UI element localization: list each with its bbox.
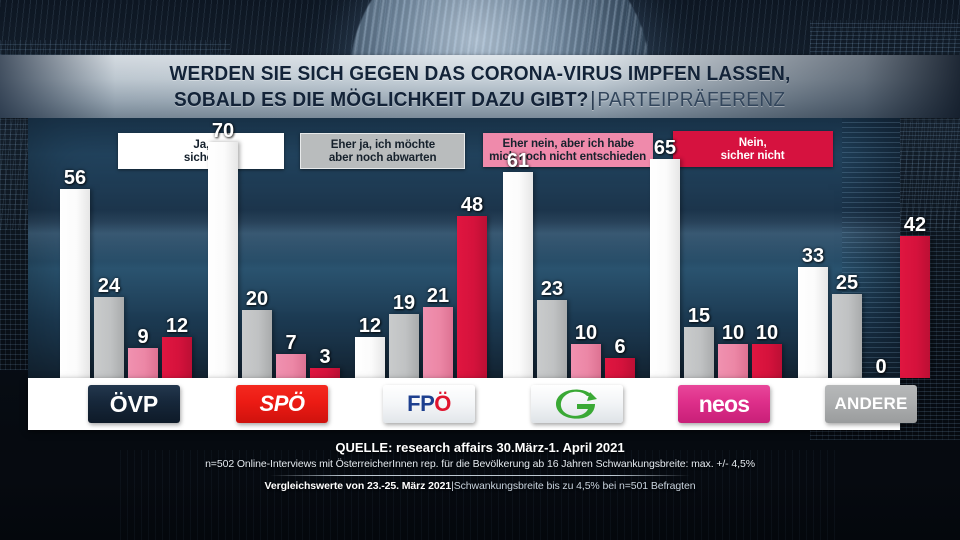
bar-value-label: 3 bbox=[319, 345, 331, 368]
bar-spö-s1: 70 bbox=[208, 121, 238, 378]
party-logo-label: ANDERE bbox=[834, 394, 908, 413]
page-title-line2: SOBALD ES DIE MÖGLICHKEIT DAZU GIBT? bbox=[174, 87, 589, 111]
bar-spö-s4: 3 bbox=[310, 347, 340, 378]
bar-value-label: 33 bbox=[801, 244, 825, 267]
bar-value-label: 56 bbox=[63, 166, 87, 189]
bar-fpö-s4: 48 bbox=[457, 195, 487, 378]
bar-value-label: 10 bbox=[721, 322, 745, 345]
bar-plot-area: 56 24 9 12 70 20 7 3 12 19 21 48 61 23 10 6 65 15 10 10 33 25… bbox=[28, 118, 930, 378]
background-bottom-texture bbox=[120, 450, 840, 540]
bar-spö-s3: 7 bbox=[276, 333, 306, 378]
bar-neos-s3: 10 bbox=[718, 323, 748, 378]
bar-value-label: 12 bbox=[358, 315, 382, 338]
bar-andere-s2: 25 bbox=[832, 273, 862, 378]
bar-grüne-s1: 61 bbox=[503, 151, 533, 378]
footer-comparison-tail: Schwankungsbreite bis zu 4,5% bei n=501 … bbox=[453, 480, 696, 492]
legend-label-line1: Eher ja, ich möchte bbox=[330, 136, 435, 151]
bar-value-label: 15 bbox=[687, 305, 711, 328]
bar-value-label: 21 bbox=[426, 285, 450, 308]
bar-övp-s3: 9 bbox=[128, 327, 158, 378]
footer-method: n=502 Online-Interviews mit Österreicher… bbox=[205, 458, 755, 470]
bar-value-label: 6 bbox=[614, 335, 626, 358]
bar-group-neos: 65 15 10 10 bbox=[650, 138, 782, 378]
footer-comparison: Vergleichswerte von 23.-25. März 2021|Sc… bbox=[0, 480, 960, 492]
legend-label-line1: Nein, bbox=[739, 134, 767, 149]
party-logo-oevp[interactable]: ÖVP bbox=[88, 385, 180, 423]
bar-fpö-s3: 21 bbox=[423, 286, 453, 378]
legend-item-nein-sicher-nicht: Nein, sicher nicht bbox=[673, 131, 833, 167]
bar-value-label: 48 bbox=[460, 193, 484, 216]
bar-övp-s2: 24 bbox=[94, 276, 124, 378]
party-logo-label: ÖVP bbox=[109, 390, 159, 417]
party-logo-band: ÖVP SPÖ FPÖ neos ANDERE bbox=[28, 378, 917, 430]
party-logo-gruene[interactable] bbox=[531, 385, 623, 423]
bar-andere-s1: 33 bbox=[798, 246, 828, 378]
bar-grüne-s2: 23 bbox=[537, 279, 567, 378]
bar-grüne-s3: 10 bbox=[571, 323, 601, 378]
footer-comparison-separator: | bbox=[451, 480, 454, 492]
page-title-line2-row: SOBALD ES DIE MÖGLICHKEIT DAZU GIBT? | PAR… bbox=[174, 88, 785, 112]
bar-fpö-s2: 19 bbox=[389, 293, 419, 378]
bar-value-label: 25 bbox=[835, 271, 859, 294]
bar-neos-s2: 15 bbox=[684, 306, 714, 378]
bar-value-label: 23 bbox=[540, 278, 564, 301]
bar-spö-s2: 20 bbox=[242, 289, 272, 378]
bar-group-övp: 56 24 9 12 bbox=[60, 168, 192, 378]
bar-fpö-s1: 12 bbox=[355, 316, 385, 378]
bar-value-label: 19 bbox=[392, 291, 416, 314]
title-separator: | bbox=[590, 87, 596, 111]
bar-neos-s4: 10 bbox=[752, 323, 782, 378]
footer-comparison-bold: Vergleichswerte von 23.-25. März 2021 bbox=[264, 480, 452, 492]
bar-value-label: 10 bbox=[574, 322, 598, 345]
bar-group-fpö: 12 19 21 48 bbox=[355, 195, 487, 378]
bar-value-label: 10 bbox=[755, 322, 779, 345]
party-logo-label: SPÖ bbox=[259, 391, 305, 416]
party-logo-neos[interactable]: neos bbox=[678, 385, 770, 423]
gruene-g-icon bbox=[556, 389, 597, 419]
legend-label-line1: Eher nein, aber ich habe bbox=[502, 135, 634, 150]
title-subtitle: PARTEIPRÄFERENZ bbox=[597, 87, 786, 111]
legend-label-line2: aber noch abwarten bbox=[328, 150, 437, 164]
bar-group-spö: 70 20 7 3 bbox=[208, 121, 340, 378]
party-logo-label: FPÖ bbox=[407, 391, 451, 416]
legend-label-line2: mich noch nicht entschieden bbox=[489, 149, 647, 163]
bar-group-grüne: 61 23 10 6 bbox=[503, 151, 635, 378]
bar-value-label: 12 bbox=[165, 315, 189, 338]
bar-övp-s4: 12 bbox=[162, 316, 192, 378]
bar-value-label: 9 bbox=[137, 325, 149, 348]
legend-item-eher-ja: Eher ja, ich möchte aber noch abwarten bbox=[300, 133, 465, 169]
party-logo-label: neos bbox=[698, 390, 750, 417]
party-logo-fpoe[interactable]: FPÖ bbox=[383, 385, 475, 423]
bar-value-label: 65 bbox=[653, 136, 677, 159]
bar-group-andere: 33 25 0 42 bbox=[798, 215, 930, 378]
legend-label-line1: Ja, bbox=[193, 136, 209, 151]
bar-value-label: 24 bbox=[97, 274, 121, 297]
title-band-shading bbox=[0, 55, 960, 118]
footer-source: QUELLE: research affairs 30.März-1. Apri… bbox=[335, 440, 625, 455]
bar-andere-s4: 42 bbox=[900, 215, 930, 378]
bar-value-label: 42 bbox=[903, 214, 927, 237]
bar-grüne-s4: 6 bbox=[605, 337, 635, 378]
bar-övp-s1: 56 bbox=[60, 168, 90, 378]
footer: QUELLE: research affairs 30.März-1. Apri… bbox=[0, 440, 960, 492]
party-logo-andere[interactable]: ANDERE bbox=[825, 385, 917, 423]
bar-value-label: 20 bbox=[245, 288, 269, 311]
legend-item-eher-nein: Eher nein, aber ich habe mich noch nicht… bbox=[483, 133, 653, 167]
background-bottom-fade bbox=[0, 435, 960, 540]
party-logo-spoe[interactable]: SPÖ bbox=[236, 385, 328, 423]
bar-value-label: 7 bbox=[285, 332, 297, 355]
page-title-line1: WERDEN SIE SICH GEGEN DAS CORONA-VIRUS I… bbox=[169, 61, 791, 85]
footer-divider bbox=[270, 475, 690, 476]
bar-value-label: 0 bbox=[875, 356, 887, 378]
bar-neos-s1: 65 bbox=[650, 138, 680, 378]
legend-label-line2: sicher nicht bbox=[721, 148, 785, 162]
bar-value-label: 70 bbox=[211, 119, 235, 142]
title-band: WERDEN SIE SICH GEGEN DAS CORONA-VIRUS I… bbox=[0, 55, 960, 118]
bar-value-label: 61 bbox=[506, 150, 530, 173]
